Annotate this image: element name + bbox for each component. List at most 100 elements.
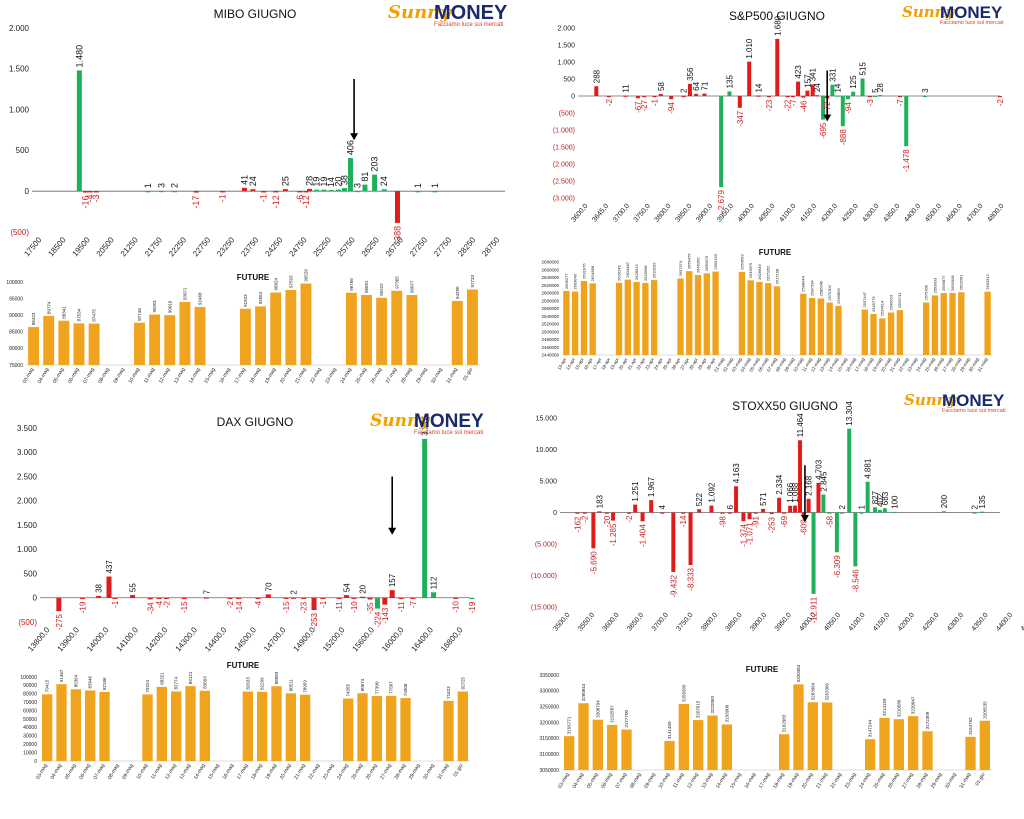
x-tick-label: 27750: [432, 235, 454, 258]
bar-value-label: -9.432: [669, 574, 678, 597]
bar-value-label: 79224: [145, 679, 150, 692]
bar-value-label: 3320384: [796, 664, 801, 682]
x-tick-label: 26-apr: [670, 357, 681, 371]
oi-bar: [747, 61, 752, 96]
future-bar: [592, 719, 603, 770]
future-bar: [164, 315, 176, 365]
y-tick-label: 70000: [23, 700, 37, 706]
bar-value-label: 3260844: [581, 683, 586, 701]
bar-value-label: 125: [849, 75, 858, 89]
future-bar: [807, 702, 818, 770]
oi-bar: [997, 96, 1002, 98]
y-tick-label: 3050000: [540, 768, 560, 774]
x-tick-label: 14000,0: [85, 625, 111, 653]
oi-bar: [156, 597, 162, 599]
future-bar: [156, 686, 167, 761]
bar-value-label: 2555741: [897, 292, 902, 308]
bar-value-label: 2654563: [739, 254, 744, 270]
future-bar: [134, 322, 145, 365]
bar-value-label: -2: [605, 99, 614, 107]
bar-value-label: 2: [971, 504, 980, 509]
bar-value-label: -15: [180, 601, 189, 613]
y-tick-label: 80000: [9, 346, 23, 352]
bar-value-label: -6: [295, 195, 305, 203]
bar-value-label: 96091: [364, 280, 369, 293]
oi-bar: [382, 597, 388, 605]
bar-value-label: 64: [692, 81, 701, 90]
future-bar: [923, 302, 930, 355]
bar-value-label: 77300: [374, 681, 379, 694]
x-tick-label: 14300,0: [174, 625, 200, 653]
bar-value-label: -162: [573, 516, 582, 533]
oi-bar: [660, 512, 665, 514]
y-tick-label: 2460000: [541, 345, 559, 350]
bar-value-label: 54: [342, 583, 351, 592]
oi-bar: [79, 597, 85, 599]
future-bar: [466, 289, 478, 365]
bar-value-label: -10: [350, 601, 359, 613]
y-tick-label: 90000: [23, 683, 37, 689]
oi-bar: [640, 512, 645, 522]
bar-value-label: 4.163: [732, 463, 741, 484]
y-tick-label: 1.500: [557, 42, 575, 49]
x-tick-label: 03-mag: [22, 367, 36, 385]
mibo-future-chart: FUTURE 75000 80000 85000 90000 95000 100000 03-…: [6, 269, 480, 385]
bar-value-label: 2: [838, 504, 847, 509]
x-tick-label: 3600,0: [570, 203, 589, 224]
oi-bar: [343, 595, 349, 598]
x-tick-label: 3500,0: [552, 612, 571, 633]
bar-value-label: 2632679: [748, 262, 753, 278]
oi-bar: [398, 597, 404, 599]
bar-value-label: 2626249: [616, 264, 621, 280]
x-tick-label: 17-mag: [758, 772, 772, 790]
x-tick-label: 25750: [336, 235, 358, 258]
oi-bar: [76, 70, 82, 192]
x-tick-label: 4600,0: [945, 203, 964, 224]
oi-bar: [649, 500, 654, 513]
bar-value-label: 406: [345, 140, 355, 155]
oi-bar: [873, 95, 878, 98]
bar-value-label: 2655153: [713, 253, 718, 269]
y-tick-label: 30000: [23, 734, 37, 740]
x-tick-label: 15600,0: [351, 625, 377, 653]
oi-bar: [575, 512, 580, 514]
future-bar: [678, 704, 689, 770]
bar-value-label: 1.066: [786, 482, 795, 503]
bar-value-label: 3263964: [810, 682, 815, 700]
x-tick-label: 04-mag: [37, 367, 51, 385]
oi-bar: [145, 191, 151, 193]
x-tick-label: 3550,0: [577, 612, 596, 633]
y-tick-label: 2640000: [541, 275, 559, 280]
bar-value-label: 2603646: [573, 273, 578, 289]
x-tick-label: 3700,0: [651, 612, 670, 633]
oi-bar: [82, 191, 88, 193]
y-tick-label: 10.000: [536, 447, 558, 454]
oi-bar: [697, 509, 702, 513]
bar-value-label: -224: [373, 611, 382, 628]
future-bar: [793, 684, 804, 770]
bar-value-label: 79415: [45, 679, 50, 692]
x-tick-label: 23-apr: [644, 357, 655, 371]
future-bar: [345, 292, 357, 365]
x-tick-label: 3600,0: [602, 612, 621, 633]
oi-bar: [642, 96, 647, 98]
logo-sunny-text: Sunny: [904, 391, 958, 409]
oi-bar: [734, 486, 739, 513]
x-tick-label: 25-mag: [873, 772, 887, 790]
y-tick-label: 3.500: [17, 424, 38, 433]
x-tick-label: 15-mag: [203, 367, 217, 385]
x-tick-label: 28-apr: [688, 357, 699, 371]
x-tick-label: 22750: [191, 235, 213, 258]
logo-sunny-text: Sunny: [902, 3, 956, 21]
bar-value-label: -4: [155, 600, 164, 608]
oi-bar: [687, 83, 692, 96]
y-tick-label: 2580000: [541, 298, 559, 303]
oi-bar: [737, 96, 742, 108]
bar-value-label: 2628649: [757, 264, 762, 280]
bar-value-label: 135: [725, 75, 734, 89]
bar-value-label: -69: [780, 515, 789, 527]
bar-value-label: 2602061: [959, 274, 964, 290]
future-bar: [779, 734, 790, 770]
future-bar: [922, 731, 933, 770]
future-bar: [270, 292, 282, 365]
